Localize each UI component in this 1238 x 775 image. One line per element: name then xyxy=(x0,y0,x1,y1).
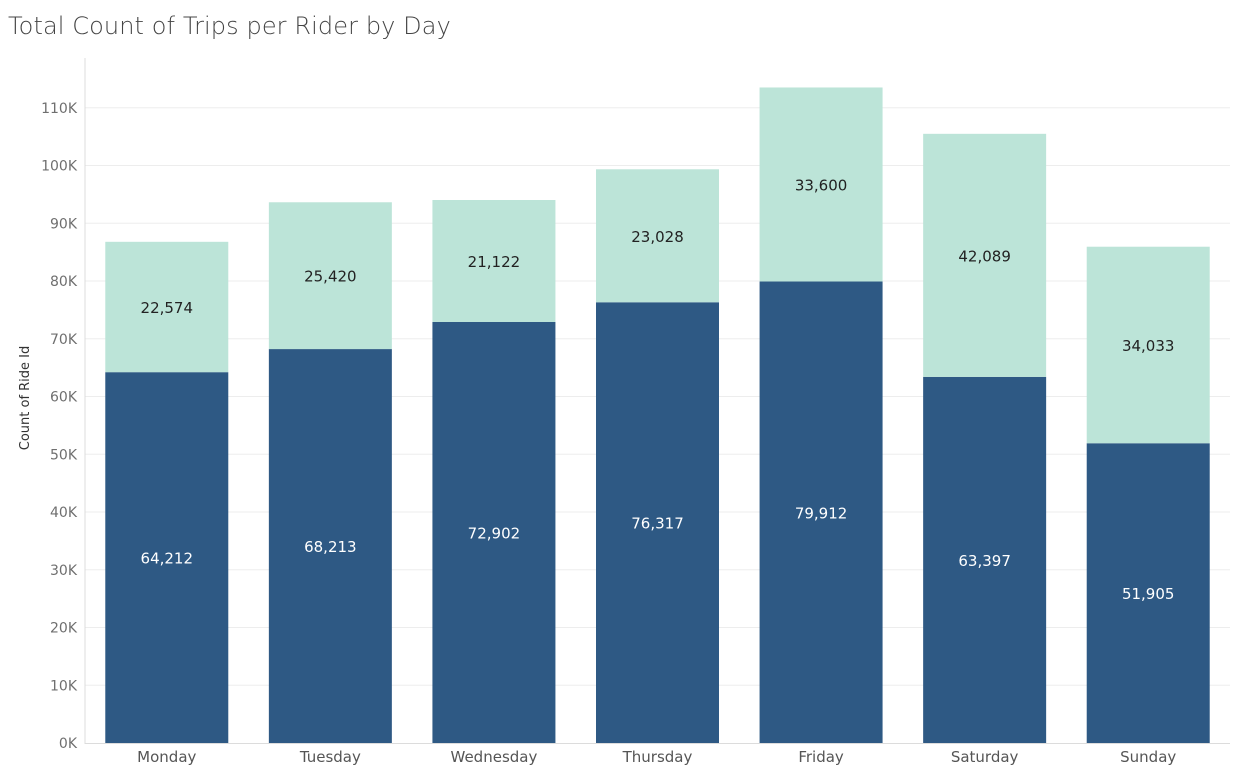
y-axis-title: Count of Ride Id xyxy=(18,346,33,451)
axes: 0K 10K 20K 30K 40K 50K 60K 70K 80K 90K 100K 110K Cou… xyxy=(18,58,1230,766)
data-label: 42,089 xyxy=(958,247,1011,265)
bar-segment xyxy=(1086,443,1210,743)
data-label: 21,122 xyxy=(468,253,521,271)
data-label: 51,905 xyxy=(1122,585,1175,603)
y-tick-label: 10K xyxy=(50,678,78,694)
data-label: 25,420 xyxy=(304,268,357,286)
y-tick-label: 70K xyxy=(50,332,78,348)
bar-segment xyxy=(105,241,229,373)
bar-segment xyxy=(759,87,883,282)
x-tick-label: Thursday xyxy=(622,748,693,766)
data-label: 76,317 xyxy=(631,515,684,533)
data-labels: 64,212 22,574 68,213 25,420 72,902 21,122 76,3… xyxy=(141,176,1175,603)
data-label: 63,397 xyxy=(958,552,1011,570)
bar-segment xyxy=(1086,246,1210,444)
y-tick-label: 0K xyxy=(59,736,78,752)
data-label: 22,574 xyxy=(141,299,194,317)
bar-segment xyxy=(923,376,1047,743)
bar-segment xyxy=(432,200,556,322)
y-tick-label: 40K xyxy=(50,505,78,521)
bars xyxy=(105,87,1210,743)
y-tick-label: 50K xyxy=(50,447,78,463)
bar-segment xyxy=(923,133,1047,377)
data-label: 34,033 xyxy=(1122,337,1175,355)
x-tick-label: Tuesday xyxy=(299,748,361,766)
y-tick-label: 20K xyxy=(50,621,78,637)
data-label: 79,912 xyxy=(795,504,848,522)
chart-title: Total Count of Trips per Rider by Day xyxy=(8,12,451,40)
data-label: 64,212 xyxy=(141,550,194,568)
data-label: 33,600 xyxy=(795,176,848,194)
x-tick-label: Sunday xyxy=(1120,748,1176,766)
x-tick-label: Friday xyxy=(798,748,844,766)
bar-segment xyxy=(759,281,883,743)
bar-segment xyxy=(596,169,719,303)
bar-segment xyxy=(268,349,392,743)
data-label: 72,902 xyxy=(468,524,521,542)
x-tick-label: Wednesday xyxy=(451,748,538,766)
x-tick-label: Saturday xyxy=(951,748,1019,766)
y-tick-label: 90K xyxy=(50,216,78,232)
bar-segment xyxy=(268,202,392,350)
y-tick-label: 30K xyxy=(50,563,78,579)
bar-segment xyxy=(596,302,719,743)
data-label: 68,213 xyxy=(304,538,357,556)
y-tick-label: 110K xyxy=(41,101,78,117)
y-tick-label: 100K xyxy=(41,159,78,175)
bar-segment xyxy=(105,372,229,743)
x-tick-label: Monday xyxy=(137,748,196,766)
data-label: 23,028 xyxy=(631,228,684,246)
y-tick-label: 80K xyxy=(50,274,78,290)
y-tick-label: 60K xyxy=(50,390,78,406)
bar-segment xyxy=(432,321,556,743)
